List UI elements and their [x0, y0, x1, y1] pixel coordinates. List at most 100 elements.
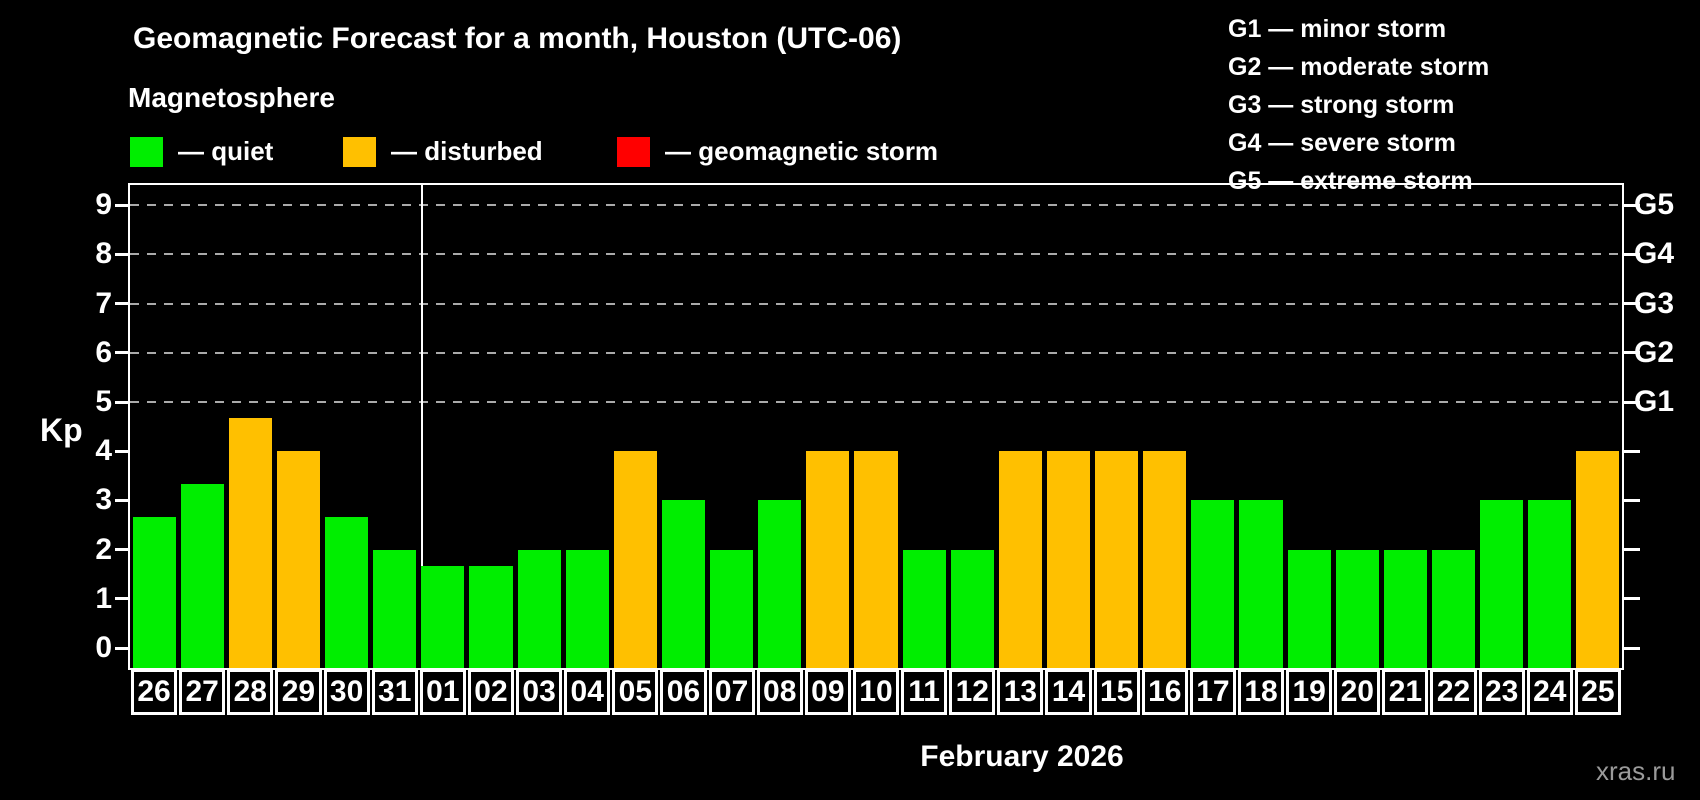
storm-scale-line: G2 — moderate storm [1228, 53, 1490, 81]
y-axis-tick-6 [115, 351, 128, 355]
bar-day-14 [1046, 451, 1091, 668]
legend-swatch-storm [617, 136, 650, 167]
y-axis-tick-label-8: 8 [95, 237, 112, 271]
x-axis-date-box: 23 [1478, 669, 1525, 715]
g-level-label-g3: G3 [1634, 286, 1675, 320]
legend-item-disturbed: — disturbed [343, 136, 543, 167]
y-axis-tick-label-0: 0 [95, 631, 112, 664]
gridline-kp8 [130, 253, 1622, 256]
bar-day-27 [180, 484, 224, 668]
bar-day-28 [228, 418, 272, 668]
x-axis-date-box: 14 [1045, 669, 1092, 715]
bar-day-24 [1528, 500, 1572, 668]
right-axis-tick-9 [1624, 203, 1640, 207]
chart-title: Geomagnetic Forecast for a month, Housto… [133, 22, 902, 55]
right-axis-tick-5 [1624, 400, 1640, 404]
y-axis-tick-3 [115, 498, 128, 502]
legend: — quiet — disturbed — geomagnetic storm [130, 136, 1030, 168]
right-axis-tick-4 [1624, 449, 1640, 453]
right-axis-tick-3 [1624, 498, 1640, 502]
x-axis-date-box: 04 [564, 669, 611, 715]
y-axis-tick-label-6: 6 [95, 335, 112, 369]
y-axis-tick-2 [115, 548, 128, 552]
y-axis-tick-label-1: 1 [95, 581, 112, 615]
storm-scale-line: G5 — extreme storm [1228, 167, 1473, 195]
x-axis-date-box: 22 [1430, 669, 1477, 715]
g-level-label-g4: G4 [1634, 237, 1675, 271]
y-axis-tick-9 [115, 203, 128, 207]
y-axis-tick-label-7: 7 [95, 286, 112, 320]
watermark: xras.ru [1596, 756, 1676, 786]
y-axis-tick-8 [115, 252, 128, 256]
x-axis-date-box: 03 [516, 669, 563, 715]
gridline-kp5 [130, 401, 1622, 403]
x-axis-date-box: 17 [1189, 669, 1236, 715]
legend-label-storm: — geomagnetic storm [665, 136, 939, 166]
bar-day-21 [1383, 549, 1427, 668]
x-axis-date-box: 15 [1093, 669, 1140, 715]
bar-day-05 [613, 451, 657, 668]
bar-day-06 [661, 500, 706, 668]
y-axis-tick-5 [115, 400, 128, 404]
bar-day-18 [1239, 500, 1283, 668]
y-axis-tick-4 [115, 449, 128, 453]
x-axis-date-box: 10 [852, 669, 900, 715]
month-separator-line [420, 185, 423, 668]
storm-scale-line: G3 — strong storm [1228, 91, 1455, 119]
gridline-kp6 [130, 351, 1622, 354]
bar-day-30 [325, 516, 369, 668]
x-axis-date-box: 24 [1526, 669, 1573, 715]
bar-day-26 [132, 516, 176, 668]
y-axis-tick-label-2: 2 [95, 532, 112, 566]
g-level-label-g2: G2 [1634, 335, 1675, 369]
plot-area [128, 183, 1624, 670]
bar-day-22 [1431, 549, 1476, 668]
bar-day-16 [1143, 451, 1187, 668]
right-axis-tick-6 [1624, 351, 1640, 355]
bar-day-04 [565, 549, 609, 668]
g-level-label-g1: G1 [1634, 385, 1675, 418]
x-axis-date-box: 25 [1574, 669, 1621, 715]
storm-scale-line: G4 — severe storm [1228, 129, 1456, 157]
bar-day-07 [710, 549, 754, 668]
x-axis-date-box: 26 [131, 669, 178, 715]
storm-scale-legend: G1 — minor storm G2 — moderate storm G3 — … [1228, 10, 1489, 200]
x-axis-date-box: 01 [419, 669, 466, 715]
x-axis-date-box: 29 [275, 669, 322, 715]
x-axis-title: February 2026 [920, 740, 1124, 773]
legend-swatch-disturbed [343, 136, 376, 167]
x-axis-date-box: 19 [1286, 669, 1333, 715]
legend-label-disturbed: — disturbed [391, 136, 543, 166]
x-axis-date-box: 28 [227, 669, 274, 715]
storm-scale-line: G1 — minor storm [1228, 15, 1447, 43]
right-axis-tick-0 [1624, 646, 1640, 650]
bar-day-31 [373, 549, 417, 668]
bar-day-10 [854, 451, 898, 668]
legend-item-storm: — geomagnetic storm [617, 136, 938, 167]
bar-day-11 [902, 549, 946, 668]
bar-day-08 [758, 500, 802, 668]
y-axis-tick-label-3: 3 [95, 483, 112, 517]
chart-subtitle: Magnetosphere [128, 82, 335, 113]
right-axis-tick-2 [1624, 548, 1640, 552]
bar-day-20 [1335, 549, 1379, 668]
y-axis-tick-1 [115, 597, 128, 601]
y-axis-tick-label-4: 4 [95, 434, 112, 468]
y-axis-tick-label-5: 5 [95, 385, 112, 418]
x-axis-date-box: 05 [612, 669, 659, 715]
y-axis-tick-7 [115, 302, 128, 306]
gridline-kp9 [130, 204, 1622, 207]
bar-day-15 [1095, 451, 1139, 668]
bar-day-25 [1576, 451, 1620, 668]
x-axis-date-box: 11 [901, 669, 948, 715]
y-axis-tick-0 [115, 646, 128, 650]
right-axis-tick-8 [1624, 252, 1640, 256]
g-level-label-g5: G5 [1634, 188, 1675, 222]
bar-day-01 [421, 565, 465, 668]
bar-day-19 [1287, 549, 1331, 668]
x-axis-date-box: 20 [1334, 669, 1381, 715]
bar-day-12 [950, 549, 994, 668]
x-axis-date-box: 12 [949, 669, 996, 715]
legend-item-quiet: — quiet [130, 136, 273, 167]
